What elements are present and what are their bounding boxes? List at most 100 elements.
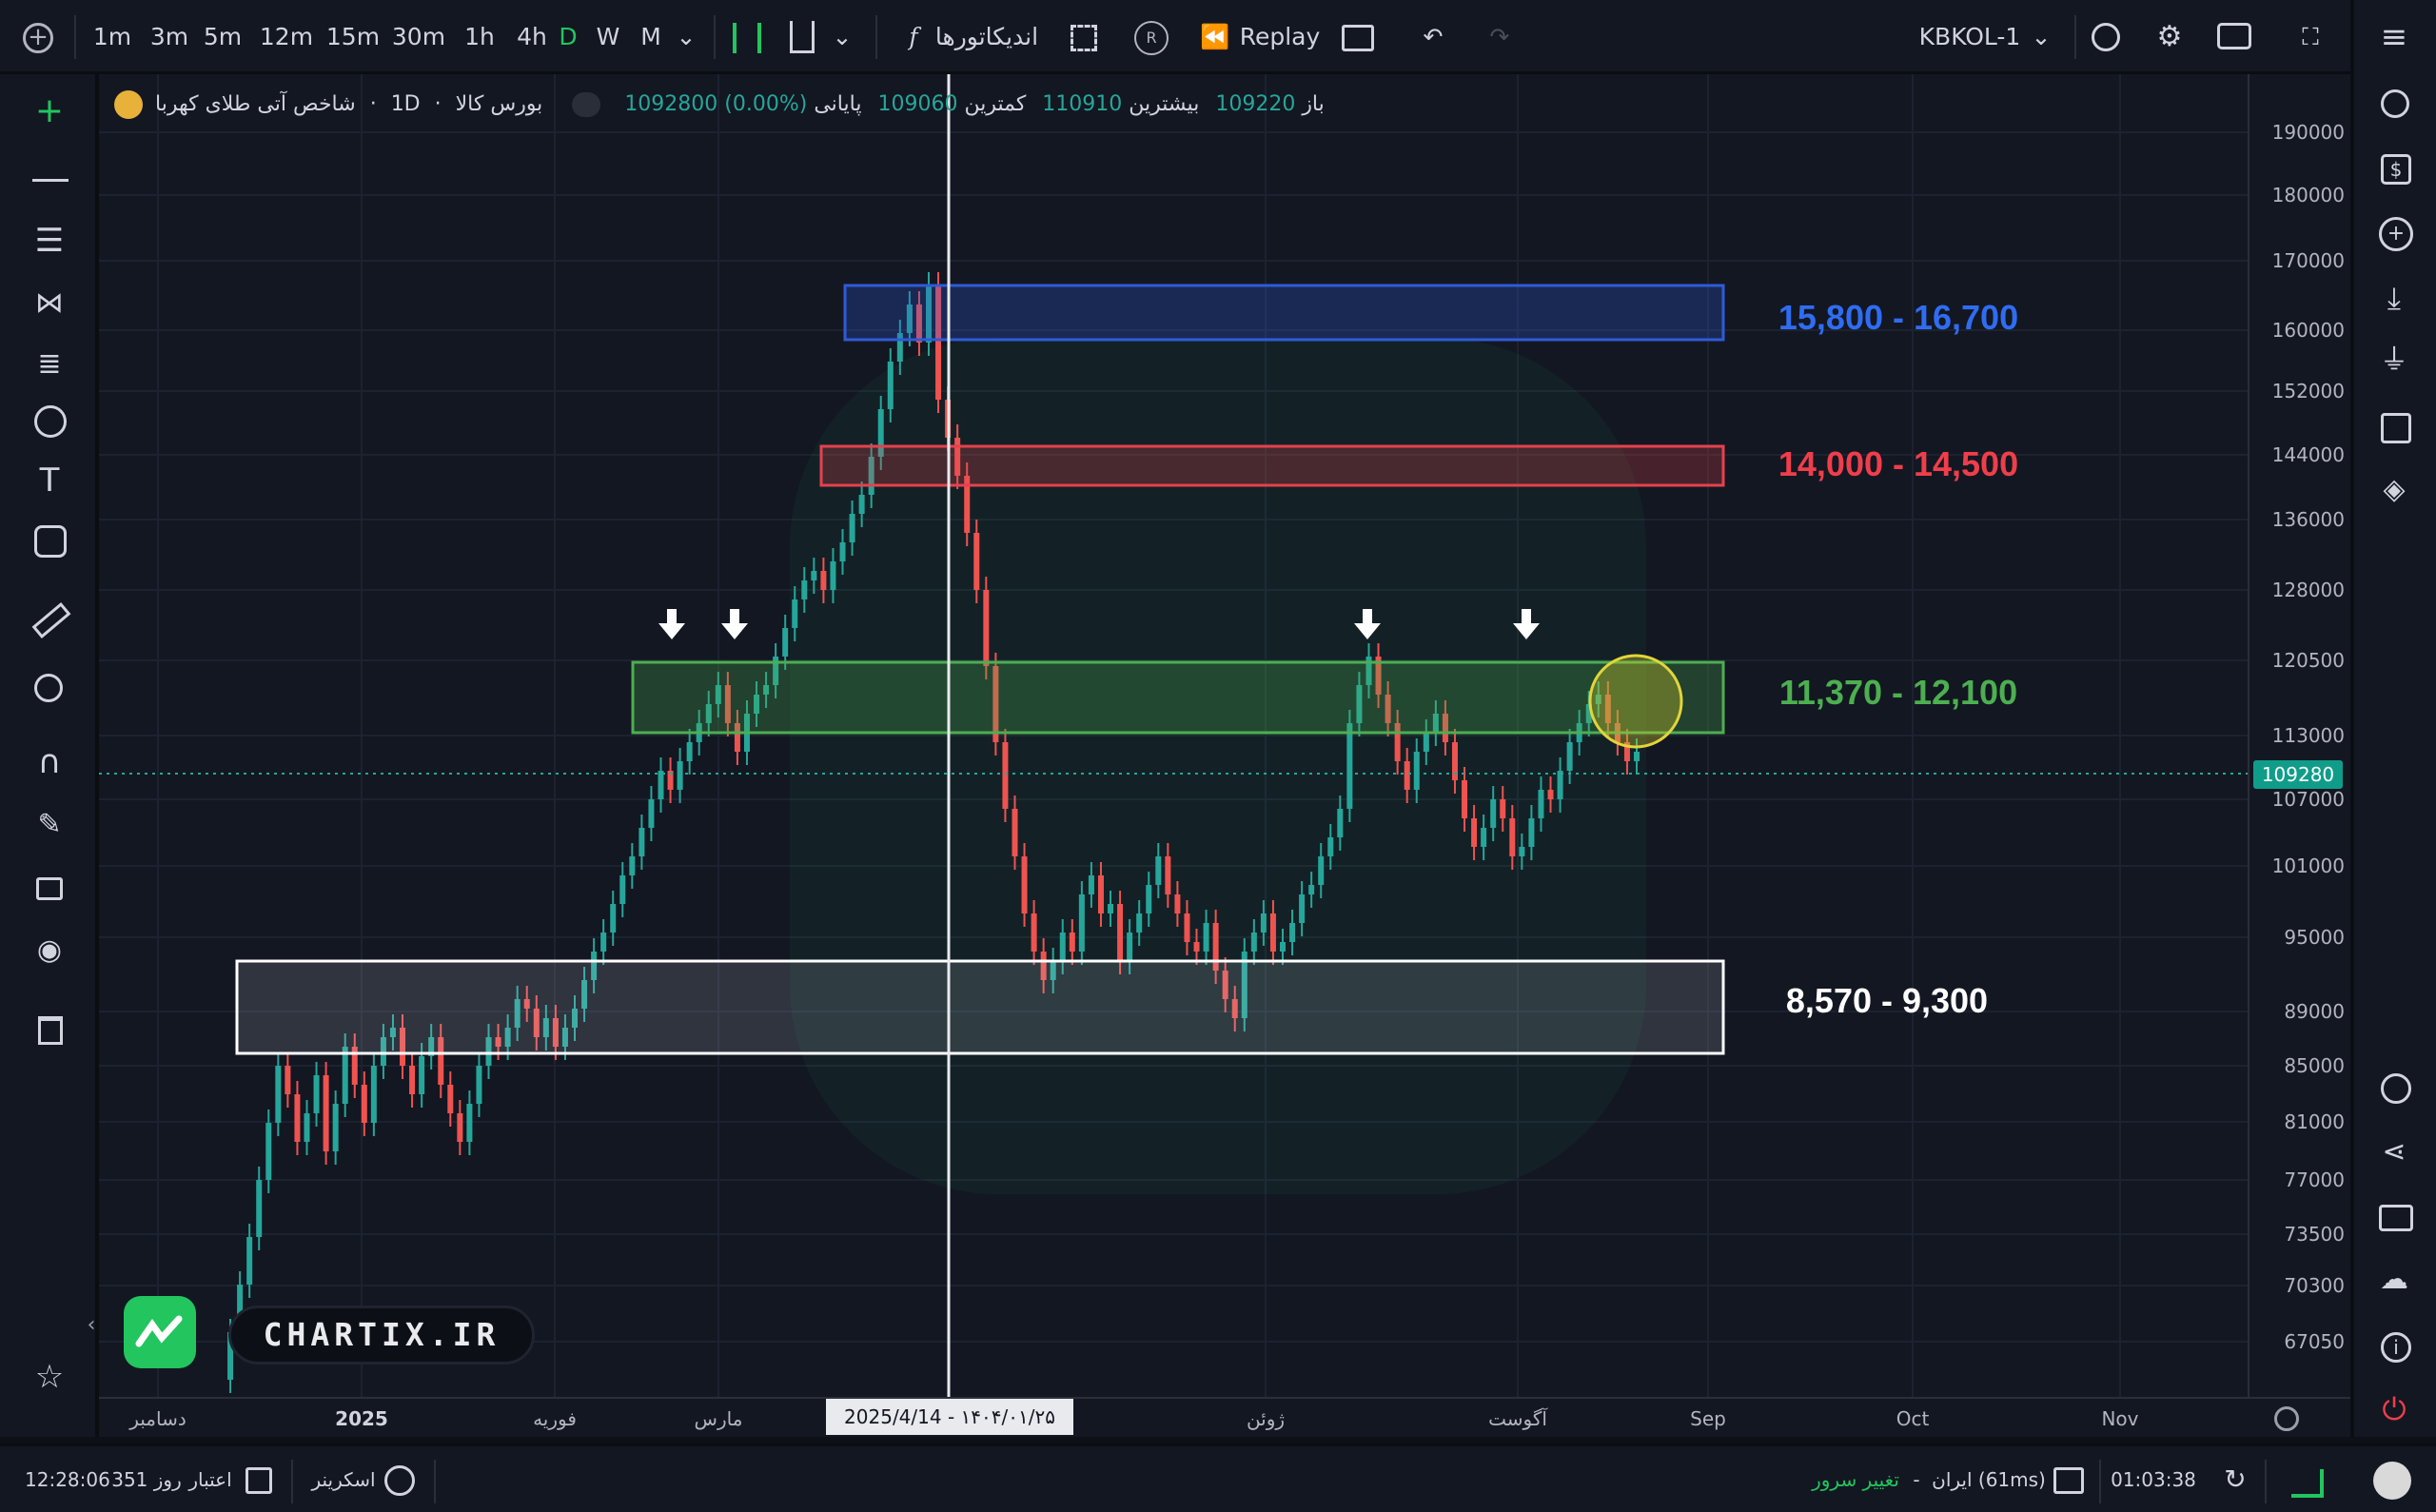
layers-icon[interactable]: ◈ <box>2383 473 2406 506</box>
symbol-logo-icon <box>114 90 143 119</box>
legend-low-label: کمترین <box>964 92 1027 116</box>
support-headset-icon[interactable] <box>2381 1073 2411 1104</box>
replay-icon[interactable]: ⏪ <box>1200 23 1230 50</box>
candle-body <box>1623 742 1630 761</box>
alert-r-badge[interactable]: R <box>1134 21 1169 55</box>
add-symbol-icon[interactable]: + <box>23 23 53 53</box>
settings-icon[interactable] <box>2274 1406 2299 1431</box>
emoji-sticker-icon[interactable] <box>34 525 67 558</box>
shapes-icon[interactable] <box>34 405 67 438</box>
timeframe-1h[interactable]: 1h <box>464 23 495 50</box>
filter-icon[interactable]: ⏚ <box>2380 344 2408 377</box>
bar-chart-icon[interactable] <box>790 21 815 53</box>
symbol-selector[interactable]: KBKOL-1 <box>1918 23 2021 50</box>
collapse-toolbar-icon[interactable]: ‹ <box>87 1313 96 1337</box>
price-tick-label: 128000 <box>2271 579 2345 601</box>
crosshair-icon[interactable]: + <box>34 91 65 130</box>
refresh-icon[interactable]: ↻ <box>2224 1463 2247 1495</box>
share-icon[interactable]: ⋖ <box>2382 1135 2407 1168</box>
timeframe-1m[interactable]: 1m <box>92 23 132 50</box>
quick-search-icon[interactable] <box>2092 23 2120 51</box>
screener-label[interactable]: اسکرینر <box>311 1468 376 1491</box>
candle-body <box>734 723 740 752</box>
pattern-icon[interactable]: ⋈ <box>35 286 64 320</box>
candle-body <box>400 1028 406 1066</box>
trash-icon[interactable] <box>38 1016 63 1045</box>
ruler-icon[interactable] <box>31 602 71 638</box>
symbol-dropdown-icon[interactable]: ⌄ <box>2031 23 2052 50</box>
timeframe-W[interactable]: W <box>596 23 620 50</box>
left-drawing-toolbar: + ☰ ⋈ ≣ T ∩ ✎ ◉ ‹ ☆ <box>0 74 99 1437</box>
chart-area[interactable]: 15,800 - 16,700 14,000 - 14,500 11,370 -… <box>99 74 2350 1437</box>
candle-body <box>1021 856 1028 913</box>
drawing-lock-pen-icon[interactable]: ✎ <box>37 808 62 841</box>
timeframe-dropdown-icon[interactable]: ⌄ <box>676 23 697 50</box>
menu-icon[interactable]: ≡ <box>2380 18 2408 56</box>
price-axis[interactable]: 190000 180000 170000 160000 152000 144000 1360… <box>2248 74 2350 1397</box>
magnet-icon[interactable]: ∩ <box>37 743 62 781</box>
indicators-icon[interactable]: f <box>909 23 918 50</box>
calendar-icon[interactable] <box>2381 413 2411 443</box>
candle-body <box>839 542 846 561</box>
collapse-legend-button[interactable] <box>572 92 601 117</box>
change-server-link[interactable]: تغییر سرور <box>1812 1468 1899 1491</box>
signal-strength-icon <box>2291 1469 2324 1498</box>
fullscreen-rect-icon[interactable] <box>1342 25 1374 51</box>
horizontal-lines-icon[interactable]: ☰ <box>34 222 65 260</box>
timeframe-M[interactable]: M <box>640 23 661 50</box>
price-tick-label: 95000 <box>2284 926 2345 949</box>
background-logo <box>790 338 1646 1194</box>
calendar-status-icon[interactable] <box>246 1467 272 1494</box>
candle-body <box>1404 761 1410 790</box>
candle-body <box>1500 799 1506 818</box>
candle-body <box>542 1018 549 1037</box>
candle-body <box>409 1066 416 1094</box>
chart-grid <box>99 74 2248 1397</box>
text-tool-icon[interactable]: T <box>39 461 60 500</box>
price-chart[interactable]: 15,800 - 16,700 14,000 - 14,500 11,370 -… <box>99 74 2350 1437</box>
candle-body <box>619 875 626 904</box>
camera-icon[interactable] <box>2217 23 2251 49</box>
billing-card-icon[interactable] <box>2379 1205 2413 1231</box>
search-icon[interactable] <box>2381 89 2409 118</box>
zoom-in-icon[interactable] <box>34 674 63 702</box>
candle-body <box>1432 714 1439 733</box>
settings-gear-icon[interactable]: ⚙ <box>2156 20 2183 53</box>
candle-body <box>858 495 865 514</box>
screener-icon[interactable] <box>384 1465 415 1496</box>
candles-chart-icon[interactable] <box>733 23 761 53</box>
avatar[interactable] <box>2373 1462 2411 1500</box>
candle-body <box>1193 942 1200 952</box>
lock-icon[interactable] <box>36 877 63 900</box>
replay-button[interactable]: Replay <box>1239 23 1321 50</box>
favorites-star-icon[interactable]: ☆ <box>34 1358 65 1396</box>
redo-icon[interactable]: ↷ <box>1489 23 1510 50</box>
candle-body <box>552 1018 559 1047</box>
dollar-icon[interactable]: $ <box>2381 154 2411 185</box>
eye-icon[interactable]: ◉ <box>36 933 63 967</box>
add-alert-icon[interactable]: + <box>2379 217 2413 251</box>
trend-line-icon[interactable] <box>32 179 69 182</box>
maximize-icon[interactable]: ⛶ <box>2302 23 2319 50</box>
price-tick-label: 113000 <box>2271 724 2345 747</box>
chart-type-dropdown-icon[interactable]: ⌄ <box>832 23 853 50</box>
undo-icon[interactable]: ↶ <box>1423 23 1444 50</box>
time-axis[interactable]: دسامبر 2025 فوریه مارس ژوئن آگوست Sep Oct Nov 20… <box>99 1397 2350 1437</box>
indicators-button[interactable]: اندیکاتورها <box>934 23 1039 50</box>
timeframe-D[interactable]: D <box>559 23 578 50</box>
session-time: 12:28:06 <box>25 1468 110 1491</box>
info-icon[interactable]: i <box>2381 1332 2411 1363</box>
timeframe-5m[interactable]: 5m <box>203 23 243 50</box>
timeframe-15m[interactable]: 15m <box>325 23 381 50</box>
timeframe-12m[interactable]: 12m <box>259 23 314 50</box>
timeframe-4h[interactable]: 4h <box>517 23 547 50</box>
timeframe-30m[interactable]: 30m <box>391 23 446 50</box>
fib-icon[interactable]: ≣ <box>37 347 62 381</box>
download-icon[interactable]: ⤓ <box>2387 280 2402 316</box>
server-icon[interactable] <box>2053 1467 2084 1494</box>
timeframe-3m[interactable]: 3m <box>149 23 189 50</box>
templates-icon[interactable] <box>1071 25 1097 51</box>
candle-body <box>447 1085 454 1113</box>
power-icon[interactable]: ⏻ <box>2382 1391 2407 1427</box>
cloud-icon[interactable]: ☁ <box>2380 1263 2408 1296</box>
